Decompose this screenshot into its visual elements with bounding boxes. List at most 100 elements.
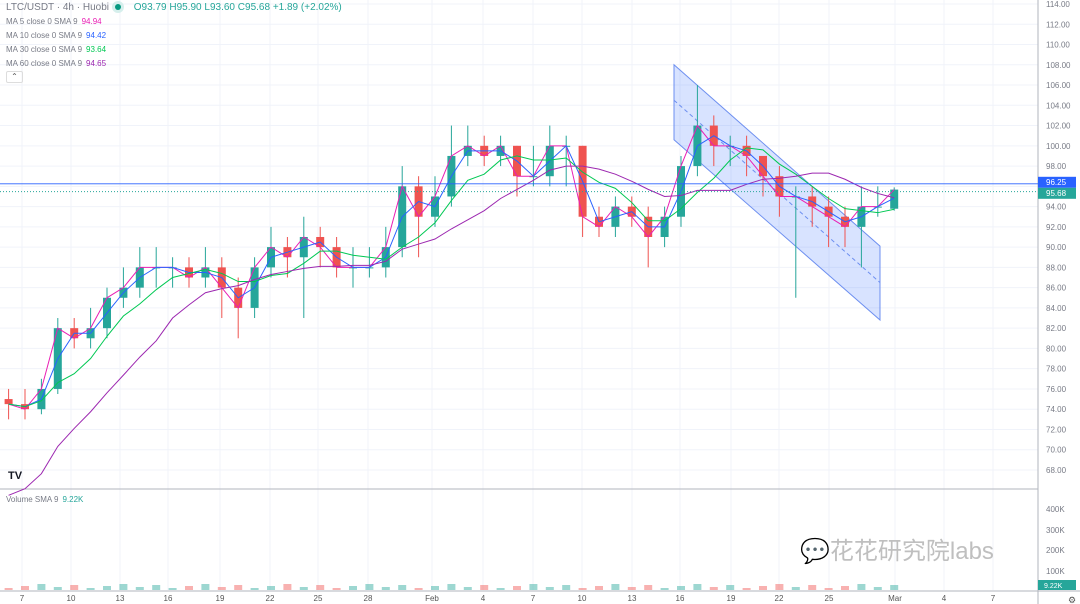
- volume-bar: [578, 588, 587, 590]
- volume-bar: [21, 586, 29, 590]
- volume-bar: [381, 587, 390, 590]
- settings-icon[interactable]: ⚙: [1068, 595, 1076, 604]
- volume-bar: [644, 585, 653, 590]
- volume-bar: [562, 585, 571, 590]
- volume-bar: [480, 585, 489, 590]
- candle-body: [890, 189, 899, 209]
- last-volume-badge: [1038, 580, 1076, 590]
- time-tick-label: 7: [20, 594, 25, 603]
- volume-bar: [824, 588, 833, 590]
- ma10-legend[interactable]: MA 10 close 0 SMA 9 94.42: [6, 31, 107, 40]
- ma30-legend[interactable]: MA 30 close 0 SMA 9 93.64: [6, 45, 107, 54]
- price-tick-label: 84.00: [1046, 304, 1067, 313]
- volume-bar: [365, 584, 374, 590]
- price-tick-label: 102.00: [1046, 122, 1071, 131]
- price-tick-label: 114.00: [1046, 0, 1070, 9]
- marker-price-badge: [1038, 176, 1076, 188]
- collapse-legend-button[interactable]: ⌃: [6, 71, 23, 83]
- watermark: 💬花花研究院labs: [800, 538, 994, 565]
- time-tick-label: 19: [727, 594, 736, 603]
- volume-tick-label: 200K: [1046, 546, 1065, 555]
- volume-bar: [283, 584, 292, 590]
- ma10-line: [8, 135, 895, 408]
- time-tick-label: 28: [364, 594, 373, 603]
- time-tick-label: 4: [942, 594, 947, 603]
- time-tick-label: Mar: [888, 594, 902, 603]
- volume-bar: [709, 587, 718, 590]
- ohlc-values: O93.79 H95.90 L93.60 C95.68 +1.89 (+2.02…: [133, 2, 342, 13]
- volume-bar: [53, 587, 62, 590]
- chart-title: LTC/USDT · 4h · Huobi O93.79 H95.90 L93.…: [6, 2, 342, 14]
- volume-bar: [4, 588, 13, 590]
- price-tick-label: 104.00: [1046, 101, 1071, 110]
- price-tick-label: 100.00: [1046, 142, 1071, 151]
- price-tick-label: 92.00: [1046, 223, 1067, 232]
- volume-bar: [234, 585, 243, 590]
- volume-bar: [660, 588, 669, 590]
- volume-legend[interactable]: Volume SMA 9 9.22K: [6, 495, 84, 504]
- last-price-label: 95.68: [1046, 189, 1067, 198]
- volume-bar: [414, 588, 423, 590]
- last-price-badge: [1038, 187, 1076, 199]
- price-tick-label: 76.00: [1046, 385, 1067, 394]
- volume-bar: [152, 585, 161, 590]
- volume-bar: [119, 584, 128, 590]
- time-tick-label: 4: [481, 594, 486, 603]
- candle-body: [4, 399, 13, 405]
- volume-bar: [332, 588, 341, 590]
- ma60-legend[interactable]: MA 60 close 0 SMA 9 94.65: [6, 59, 107, 68]
- last-volume-label: 9.22K: [1044, 583, 1063, 590]
- time-tick-label: Feb: [425, 594, 439, 603]
- time-tick-label: 25: [314, 594, 323, 603]
- price-tick-label: 94.00: [1046, 203, 1067, 212]
- volume-bar: [677, 586, 685, 590]
- volume-bar: [890, 585, 899, 590]
- volume-bar: [398, 585, 407, 590]
- volume-bar: [103, 586, 111, 590]
- tradingview-logo[interactable]: TV: [8, 470, 23, 482]
- volume-bar: [431, 586, 439, 590]
- volume-bar: [217, 587, 226, 590]
- time-tick-label: 16: [164, 594, 173, 603]
- volume-bar: [37, 584, 46, 590]
- price-tick-label: 86.00: [1046, 284, 1067, 293]
- time-tick-label: 22: [266, 594, 275, 603]
- volume-bar: [168, 588, 177, 590]
- volume-bar: [135, 587, 144, 590]
- volume-bar: [316, 585, 325, 590]
- price-tick-label: 82.00: [1046, 324, 1067, 333]
- price-tick-label: 78.00: [1046, 365, 1067, 374]
- price-tick-label: 72.00: [1046, 425, 1067, 434]
- price-tick-label: 110.00: [1046, 41, 1070, 50]
- time-tick-label: 10: [67, 594, 76, 603]
- volume-bar: [595, 586, 603, 590]
- ma5-legend[interactable]: MA 5 close 0 SMA 9 94.94: [6, 17, 102, 26]
- volume-bar: [742, 588, 751, 590]
- wechat-icon: 💬: [800, 538, 830, 565]
- volume-bar: [775, 584, 784, 590]
- volume-bar: [201, 584, 210, 590]
- volume-bar: [857, 584, 866, 590]
- time-tick-label: 25: [825, 594, 834, 603]
- volume-bar: [86, 588, 95, 590]
- marker-price-label: 96.25: [1046, 178, 1067, 187]
- volume-bar: [529, 584, 538, 590]
- symbol-label[interactable]: LTC/USDT · 4h · Huobi: [6, 2, 109, 13]
- time-tick-label: 19: [216, 594, 225, 603]
- volume-bar: [185, 586, 193, 590]
- price-tick-label: 70.00: [1046, 446, 1067, 455]
- price-tick-label: 80.00: [1046, 344, 1067, 353]
- volume-bar: [349, 586, 357, 590]
- volume-bar: [726, 585, 735, 590]
- time-tick-label: 10: [578, 594, 587, 603]
- volume-bar: [447, 584, 456, 590]
- price-tick-label: 106.00: [1046, 81, 1071, 90]
- time-tick-label: 7: [991, 594, 996, 603]
- price-tick-label: 108.00: [1046, 61, 1071, 70]
- volume-bar: [627, 587, 636, 590]
- volume-bar: [759, 586, 767, 590]
- market-status-icon: [115, 4, 121, 10]
- volume-bar: [70, 585, 79, 590]
- ma60-line: [8, 165, 895, 496]
